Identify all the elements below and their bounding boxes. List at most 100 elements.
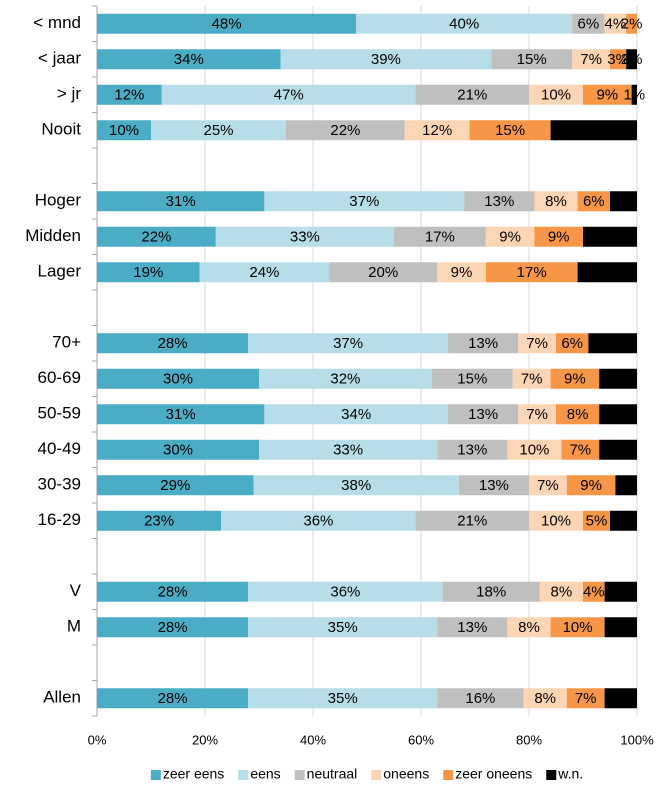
data-label: 28% bbox=[158, 335, 188, 352]
data-label: 7% bbox=[607, 406, 629, 423]
y-tick-label: M bbox=[67, 617, 81, 636]
bar-segment bbox=[507, 617, 551, 638]
bar-segment bbox=[437, 439, 508, 460]
bar-segment bbox=[626, 49, 637, 70]
data-label: 28% bbox=[158, 690, 188, 707]
data-label: 12% bbox=[114, 87, 144, 104]
data-label: 38% bbox=[341, 477, 371, 494]
data-label: 4% bbox=[605, 16, 627, 33]
bar-segment bbox=[485, 226, 535, 247]
bar-segment bbox=[264, 404, 448, 425]
bar-segment bbox=[437, 688, 524, 709]
data-label: 8% bbox=[545, 193, 567, 210]
bar-segment bbox=[485, 262, 578, 283]
data-label: 10% bbox=[595, 229, 625, 246]
data-label: 35% bbox=[328, 619, 358, 636]
bar-segment bbox=[248, 688, 438, 709]
bar-segment bbox=[631, 84, 637, 105]
bar-segment bbox=[507, 439, 562, 460]
data-label: 25% bbox=[203, 122, 233, 139]
bar-segment bbox=[151, 120, 286, 141]
bar-segment bbox=[97, 688, 249, 709]
data-label: 21% bbox=[457, 87, 487, 104]
bar-segment bbox=[329, 262, 438, 283]
bar-segment bbox=[550, 368, 600, 389]
bar-segment bbox=[286, 120, 405, 141]
bar-segment bbox=[566, 475, 616, 496]
bar-segment bbox=[583, 581, 605, 602]
legend-label: zeer eens bbox=[163, 766, 224, 782]
bar-segment bbox=[534, 191, 578, 212]
bar-segment bbox=[610, 510, 637, 531]
data-label: 9% bbox=[451, 264, 473, 281]
data-label: 17% bbox=[425, 229, 455, 246]
bar-segment bbox=[518, 404, 556, 425]
legend-swatch bbox=[294, 770, 305, 780]
bar-segment bbox=[437, 617, 508, 638]
bar-segment bbox=[259, 368, 432, 389]
data-label: 29% bbox=[160, 477, 190, 494]
data-label: 3% bbox=[607, 51, 629, 68]
bar-segment bbox=[259, 439, 438, 460]
data-label: 20% bbox=[368, 264, 398, 281]
data-label: 5% bbox=[613, 513, 635, 530]
data-label: 9% bbox=[602, 335, 624, 352]
x-tick-label: 0% bbox=[88, 732, 107, 747]
data-label: 7% bbox=[580, 51, 602, 68]
y-tick-label: < jaar bbox=[38, 49, 81, 68]
bar-segment bbox=[615, 475, 637, 496]
data-label: 7% bbox=[575, 690, 597, 707]
bar-segment bbox=[529, 475, 567, 496]
data-label: 13% bbox=[468, 335, 498, 352]
data-label: 1% bbox=[623, 87, 645, 104]
bar-segment bbox=[448, 404, 519, 425]
bar-segment bbox=[577, 262, 637, 283]
data-label: 4% bbox=[615, 477, 637, 494]
data-label: 8% bbox=[518, 619, 540, 636]
data-label: 5% bbox=[586, 513, 608, 530]
data-label: 16% bbox=[579, 122, 609, 139]
data-label: 10% bbox=[541, 87, 571, 104]
data-label: 7% bbox=[537, 477, 559, 494]
data-label: 34% bbox=[174, 51, 204, 68]
bar-segment bbox=[556, 333, 589, 354]
data-label: 18% bbox=[476, 584, 506, 601]
bar-segment bbox=[539, 581, 583, 602]
bar-segment bbox=[550, 617, 605, 638]
data-label: 19% bbox=[133, 264, 163, 281]
legend-label: oneens bbox=[383, 766, 429, 782]
data-label: 13% bbox=[457, 442, 487, 459]
bar-segment bbox=[264, 191, 465, 212]
data-label: 30% bbox=[163, 371, 193, 388]
data-label: 40% bbox=[449, 16, 479, 33]
bar-segment bbox=[415, 510, 529, 531]
data-label: 6% bbox=[578, 16, 600, 33]
bar-segment bbox=[604, 617, 637, 638]
data-label: 2% bbox=[621, 16, 643, 33]
bar-segment bbox=[442, 581, 540, 602]
data-label: 33% bbox=[333, 442, 363, 459]
bar-segment bbox=[97, 439, 259, 460]
data-label: 5% bbox=[613, 193, 635, 210]
bar-segment bbox=[394, 226, 486, 247]
bar-segment bbox=[626, 13, 637, 34]
bar-segment bbox=[610, 191, 637, 212]
bar-segment bbox=[599, 439, 637, 460]
bar-segment bbox=[458, 475, 529, 496]
bar-segment bbox=[221, 510, 416, 531]
bar-segment bbox=[248, 617, 438, 638]
bar-segment bbox=[356, 13, 573, 34]
bar-segment bbox=[199, 262, 330, 283]
data-label: 9% bbox=[596, 87, 618, 104]
data-label: 7% bbox=[521, 371, 543, 388]
bar-segment bbox=[610, 49, 627, 70]
data-label: 31% bbox=[166, 406, 196, 423]
data-label: 7% bbox=[526, 406, 548, 423]
data-label: 6% bbox=[610, 619, 632, 636]
bar-segment bbox=[97, 49, 281, 70]
y-tick-label: 60-69 bbox=[38, 368, 81, 387]
data-label: 13% bbox=[479, 477, 509, 494]
bar-segment bbox=[566, 688, 605, 709]
data-label: 15% bbox=[457, 371, 487, 388]
bar-segment bbox=[97, 333, 249, 354]
